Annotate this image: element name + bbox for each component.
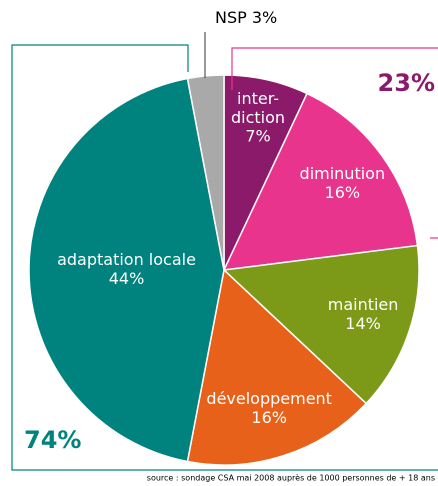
pie-slice xyxy=(28,77,225,463)
pie-slice xyxy=(186,268,368,466)
value-label: 3% xyxy=(252,8,277,27)
category-label: développement xyxy=(206,389,332,408)
pie-slice xyxy=(222,92,419,271)
pie-slice xyxy=(186,74,225,271)
bracket-left xyxy=(11,44,438,471)
value-label: 44% xyxy=(109,269,145,288)
category-line: inter- xyxy=(237,88,279,107)
category-label: NSP xyxy=(215,8,247,27)
value-label: 16% xyxy=(325,183,361,202)
slice-label: NSP 3% xyxy=(215,8,277,27)
value-label: 7% xyxy=(245,126,270,145)
category-label: inter-diction xyxy=(231,88,285,126)
value-label: 16% xyxy=(251,408,287,427)
annotation-74: 74% xyxy=(24,426,81,454)
pie-slice xyxy=(222,244,420,405)
category-label: maintien xyxy=(328,295,399,314)
annotation-23: 23% xyxy=(378,69,435,97)
category-line: diction xyxy=(231,107,285,126)
source: source : sondage CSA mai 2008 auprès de … xyxy=(147,473,435,483)
value-label: 14% xyxy=(345,314,381,333)
category-label: adaptation locale xyxy=(57,250,196,269)
category-label: diminution xyxy=(300,164,386,183)
bracket-right xyxy=(231,47,438,90)
